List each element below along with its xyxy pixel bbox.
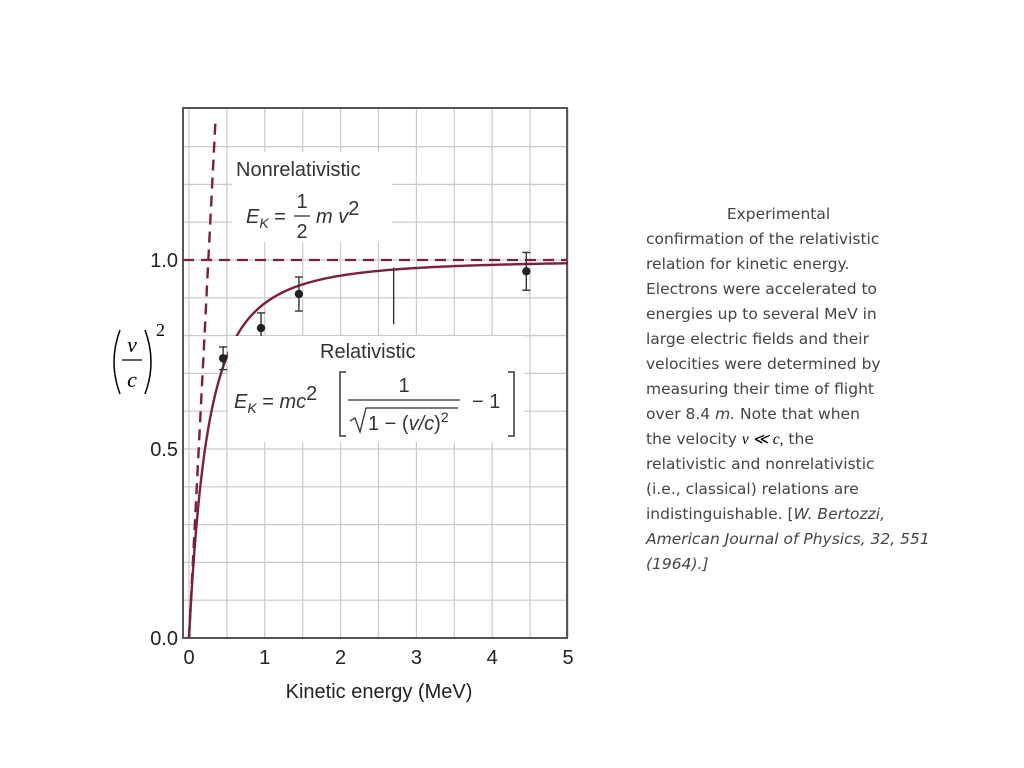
caption-line-4: Electrons were accelerated to [646, 280, 878, 298]
rel-sqrt-sign [349, 407, 458, 435]
caption-line-8: measuring their time of flight [646, 380, 874, 398]
caption-l10-a: the velocity [646, 430, 742, 448]
rel-left-bracket [339, 371, 346, 437]
figure-caption: Experimental confirmation of the relativ… [646, 202, 930, 577]
rel-minus-one: − 1 [472, 391, 500, 413]
caption-line-14: American Journal of Physics, 32, 551 [646, 527, 930, 552]
rel-numerator: 1 [398, 375, 409, 397]
caption-l15: (1964).] [646, 555, 709, 573]
x-tick-label: 3 [411, 647, 422, 669]
caption-line-11: relativistic and nonrelativistic [646, 455, 875, 473]
caption-line-7: velocities were determined by [646, 355, 881, 373]
nonrelativistic-label: Nonrelativistic [236, 159, 360, 181]
caption-line-15: (1964).] [646, 552, 911, 577]
y-label-left-paren [113, 329, 121, 395]
x-tick-label: 1 [259, 647, 270, 669]
rel-right-bracket [508, 371, 515, 437]
nonrel-half-num: 1 [296, 191, 307, 213]
caption-l13-a: indistinguishable. [ [646, 505, 794, 523]
data-point [294, 289, 304, 299]
ticks-layer: 0 1 2 3 4 5 0.0 0.5 1.0 [150, 250, 573, 669]
series-layer [183, 120, 569, 639]
nonrel-half-den: 2 [296, 221, 307, 243]
x-tick-label: 4 [487, 647, 498, 669]
y-axis-title: v c 2 [113, 320, 165, 395]
caption-line-12: (i.e., classical) relations are [646, 480, 859, 498]
relativistic-curve [187, 262, 569, 638]
y-tick-label: 0.5 [150, 439, 178, 461]
data-point [218, 354, 228, 363]
caption-l10-math: v ≪ c, [741, 431, 784, 448]
relativistic-label: Relativistic [320, 341, 416, 363]
caption-line-5: energies up to several MeV in [646, 305, 877, 323]
data-point [256, 323, 266, 333]
x-tick-label: 0 [183, 647, 194, 669]
caption-l9-a: over 8.4 [646, 405, 716, 423]
caption-line-10: the velocity v ≪ c, the [646, 427, 911, 452]
caption-l14-b: 32, 551 [870, 530, 930, 548]
plot-frame [182, 107, 568, 639]
caption-l9-b: Note that when [735, 405, 860, 423]
label-backdrop-nonrel [232, 152, 392, 242]
x-axis-title: Kinetic energy (MeV) [286, 681, 473, 703]
label-backdrop-rel [228, 336, 524, 442]
caption-line-1: Experimental [726, 205, 831, 223]
data-point [522, 267, 531, 276]
y-label-c: c [127, 367, 137, 392]
nonrelativistic-curve [187, 120, 217, 639]
caption-line-6: large electric fields and their [646, 330, 869, 348]
y-label-exponent: 2 [156, 320, 165, 340]
nonrel-ek: EK = [246, 206, 286, 231]
caption-l10-b: the [783, 430, 814, 448]
chart: 0 1 2 3 4 5 0.0 0.5 1.0 Kinetic energy (MeV) v c… [113, 107, 574, 703]
rel-denominator: 1 − (v/c)2 [368, 409, 449, 435]
caption-line-3: relation for kinetic energy. [646, 255, 850, 273]
caption-line-13: indistinguishable. [W. Bertozzi, [646, 502, 911, 527]
relativistic-formula: EK = mc2 1 1 − (v/c)2 − 1 [234, 371, 515, 437]
caption-line-9: over 8.4 m. Note that when [646, 402, 911, 427]
caption-l13-b: W. Bertozzi, [793, 505, 886, 523]
caption-line-2: confirmation of the relativistic [646, 230, 880, 248]
y-tick-label: 1.0 [150, 250, 178, 272]
y-label-right-paren [144, 329, 152, 395]
caption-l9-m: m. [715, 405, 736, 423]
caption-l14-a: American Journal of Physics, [646, 530, 871, 548]
y-tick-label: 0.0 [150, 628, 178, 650]
x-tick-label: 2 [335, 647, 346, 669]
y-label-v: v [127, 332, 137, 357]
x-tick-label: 5 [562, 647, 573, 669]
